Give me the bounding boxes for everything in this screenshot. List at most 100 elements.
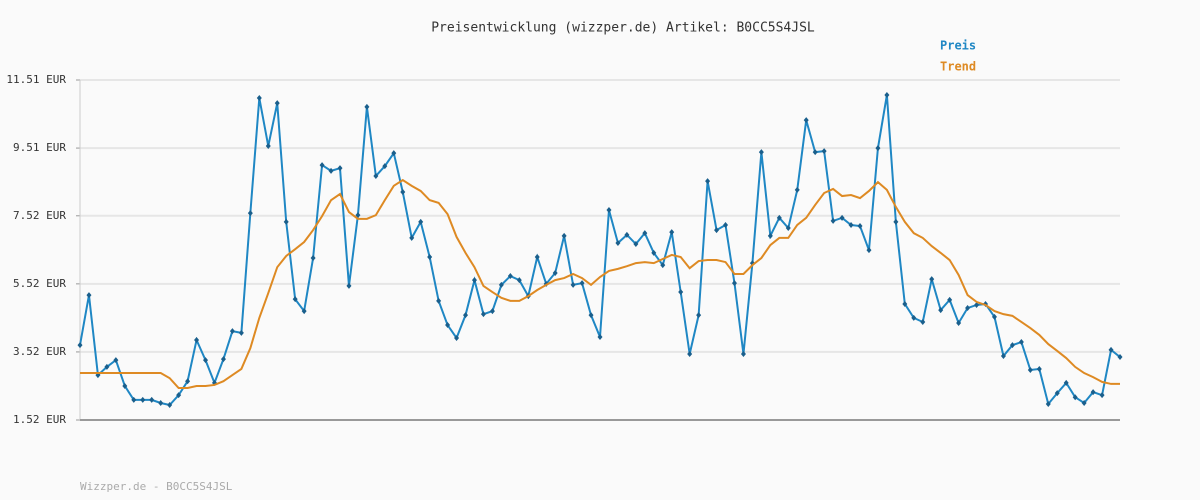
point-marker	[785, 225, 791, 232]
point-marker	[391, 150, 397, 157]
y-tick-label: 9.51 EUR	[13, 141, 66, 154]
point-marker	[723, 221, 729, 228]
point-marker	[731, 280, 737, 287]
point-marker	[884, 91, 890, 98]
point-marker	[570, 281, 576, 288]
point-marker	[373, 172, 379, 179]
point-marker	[445, 322, 451, 329]
point-marker	[1036, 365, 1042, 372]
footer: Wizzper.de - B0CC5S4JSL	[80, 480, 233, 493]
point-marker	[893, 218, 899, 225]
point-marker	[660, 262, 666, 269]
point-marker	[579, 280, 585, 287]
point-marker	[642, 230, 648, 237]
point-marker	[176, 392, 182, 399]
point-marker	[427, 253, 433, 260]
point-marker	[310, 254, 316, 261]
point-marker	[1009, 342, 1015, 349]
point-marker	[776, 214, 782, 221]
point-marker	[77, 342, 83, 349]
point-marker	[1081, 399, 1087, 406]
point-marker	[597, 333, 603, 340]
point-marker	[651, 249, 657, 256]
point-marker	[301, 308, 307, 315]
point-marker	[561, 232, 567, 239]
point-marker	[1072, 394, 1078, 401]
point-marker	[158, 399, 164, 406]
point-marker	[588, 312, 594, 319]
legend-entry: Preis	[940, 39, 976, 53]
point-marker	[669, 229, 675, 236]
y-tick-label: 11.51 EUR	[6, 73, 66, 86]
point-marker	[149, 396, 155, 403]
point-marker	[794, 186, 800, 193]
point-marker	[1045, 401, 1051, 408]
point-marker	[238, 329, 244, 336]
point-marker	[364, 103, 370, 110]
point-marker	[974, 301, 980, 308]
point-marker	[624, 231, 630, 238]
point-marker	[1063, 379, 1069, 386]
point-marker	[1000, 353, 1006, 360]
point-marker	[1099, 392, 1105, 399]
point-marker	[866, 247, 872, 254]
point-marker	[821, 148, 827, 155]
point-marker	[471, 277, 477, 284]
point-marker	[740, 350, 746, 357]
point-marker	[203, 357, 209, 364]
point-marker	[382, 163, 388, 170]
point-marker	[220, 356, 226, 363]
point-marker	[1054, 390, 1060, 397]
point-marker	[1027, 366, 1033, 373]
point-marker	[812, 149, 818, 156]
point-marker	[991, 313, 997, 320]
point-marker	[319, 162, 325, 169]
point-marker	[615, 240, 621, 247]
point-marker	[803, 117, 809, 124]
point-marker	[140, 396, 146, 403]
point-marker	[355, 212, 361, 219]
point-marker	[436, 297, 442, 304]
point-marker	[1117, 354, 1123, 361]
point-marker	[265, 143, 271, 150]
legend-entry: Trend	[940, 60, 976, 74]
point-marker	[507, 273, 513, 280]
point-marker	[283, 218, 289, 225]
point-marker	[418, 218, 424, 225]
point-marker	[696, 312, 702, 319]
point-marker	[938, 307, 944, 314]
point-marker	[606, 207, 612, 214]
point-marker	[86, 292, 92, 299]
point-marker	[1090, 389, 1096, 396]
point-marker	[454, 334, 460, 341]
point-marker	[687, 350, 693, 357]
point-marker	[534, 253, 540, 260]
point-marker	[337, 165, 343, 172]
point-marker	[911, 314, 917, 321]
y-tick-label: 3.52 EUR	[13, 345, 66, 358]
point-marker	[758, 149, 764, 156]
point-marker	[229, 328, 235, 335]
point-marker	[516, 277, 522, 284]
point-marker	[167, 402, 173, 409]
point-marker	[714, 227, 720, 234]
point-marker	[247, 210, 253, 217]
point-marker	[1108, 346, 1114, 353]
point-marker	[498, 281, 504, 288]
point-marker	[400, 188, 406, 195]
point-marker	[489, 308, 495, 315]
point-marker	[767, 232, 773, 239]
point-marker	[920, 318, 926, 325]
point-marker	[194, 337, 200, 344]
point-marker	[830, 217, 836, 224]
point-marker	[678, 289, 684, 296]
point-marker	[131, 396, 137, 403]
point-marker	[633, 241, 639, 248]
point-marker	[857, 223, 863, 230]
y-tick-label: 5.52 EUR	[13, 277, 66, 290]
chart-title: Preisentwicklung (wizzper.de) Artikel: B…	[431, 21, 815, 36]
point-marker	[185, 378, 191, 385]
point-marker	[256, 95, 262, 102]
